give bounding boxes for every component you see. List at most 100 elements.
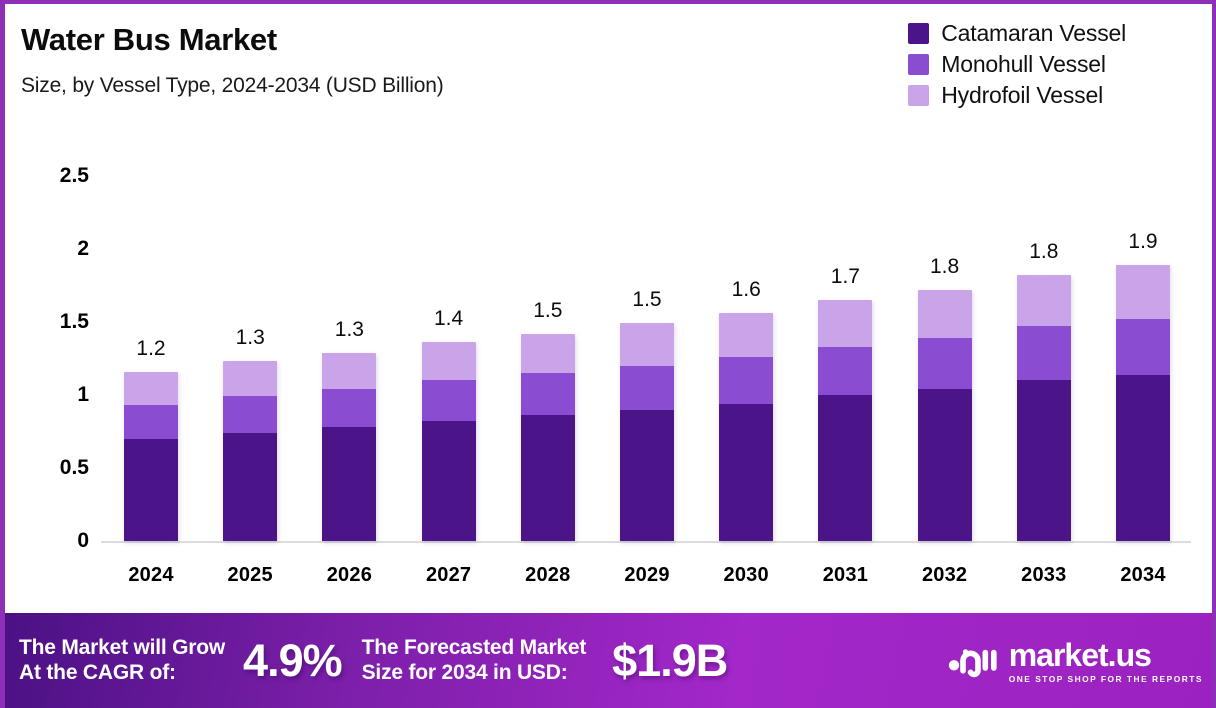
bar-segment[interactable]	[520, 373, 575, 416]
plot-area: 0 0.5 1 1.5 2 2.5 1.2 2024 1.3 2025 1.3 2026 1.4 202…	[5, 144, 1212, 609]
bar-segment[interactable]	[1016, 380, 1071, 541]
stacked-bar[interactable]	[1016, 275, 1071, 541]
bar-segment[interactable]	[322, 389, 377, 428]
bar-group[interactable]: 1.9 2034	[1116, 144, 1170, 609]
legend-item-label: Catamaran Vessel	[941, 20, 1126, 46]
bar-group[interactable]: 1.6 2030	[719, 144, 774, 609]
stacked-bar[interactable]	[124, 371, 178, 541]
logo-tagline: ONE STOP SHOP FOR THE REPORTS	[1008, 673, 1203, 684]
bar-segment[interactable]	[719, 403, 774, 541]
logo-name: market.us	[1008, 636, 1152, 673]
bar-value-label: 1.4	[433, 307, 464, 331]
bar-segment[interactable]	[421, 342, 476, 381]
legend-item: Monohull Vessel	[908, 51, 1126, 78]
bar-segment[interactable]	[719, 313, 774, 358]
x-axis-tick-label: 2030	[723, 564, 769, 586]
legend-swatch-icon	[908, 23, 930, 44]
bar-segment[interactable]	[917, 389, 972, 541]
bar-segment[interactable]	[917, 289, 972, 339]
stacked-bar[interactable]	[1116, 265, 1170, 541]
cagr-caption: The Market will Grow At the CAGR of:	[19, 635, 226, 684]
stacked-bar[interactable]	[322, 352, 377, 541]
stacked-bar[interactable]	[223, 361, 278, 541]
bar-segment[interactable]	[620, 365, 674, 410]
stacked-bar[interactable]	[719, 313, 774, 541]
bar-value-label: 1.3	[334, 317, 364, 341]
legend-item: Hydrofoil Vessel	[908, 82, 1126, 109]
bar-segment[interactable]	[421, 421, 476, 541]
market-us-logo-icon	[946, 641, 998, 681]
bar-value-label: 1.8	[1029, 240, 1059, 264]
chart-header: Water Bus Market Size, by Vessel Type, 2…	[5, 4, 1212, 144]
forecast-value: $1.9B	[612, 634, 728, 686]
bar-segment[interactable]	[520, 333, 575, 374]
bar-value-label: 1.3	[235, 326, 265, 350]
bar-group[interactable]: 1.2 2024	[124, 144, 178, 609]
bar-segment[interactable]	[1016, 326, 1071, 381]
y-axis-tick-label: 1.5	[59, 310, 89, 333]
bars-container: 1.2 2024 1.3 2025 1.3 2026 1.4 2027 1.5 2028 1.5 20…	[5, 144, 1212, 609]
stacked-bar[interactable]	[620, 323, 674, 541]
page-subtitle: Size, by Vessel Type, 2024-2034 (USD Bil…	[21, 74, 444, 97]
bar-segment[interactable]	[124, 405, 178, 439]
bar-segment[interactable]	[223, 361, 278, 397]
bar-segment[interactable]	[124, 438, 178, 541]
bar-segment[interactable]	[620, 323, 674, 366]
bar-group[interactable]: 1.4 2027	[421, 144, 476, 609]
bar-segment[interactable]	[917, 338, 972, 390]
bar-segment[interactable]	[1116, 374, 1170, 541]
stacked-bar[interactable]	[520, 333, 575, 541]
legend-swatch-icon	[908, 54, 930, 75]
bar-segment[interactable]	[1116, 265, 1170, 320]
x-axis-tick-label: 2029	[624, 564, 670, 586]
y-axis-tick-label: 2	[77, 237, 89, 260]
bar-group[interactable]: 1.8 2032	[917, 144, 972, 609]
bar-segment[interactable]	[322, 352, 377, 390]
forecast-caption: The Forecasted Market Size for 2034 in U…	[361, 635, 587, 684]
cagr-block: The Market will Grow At the CAGR of: 4.9…	[19, 635, 343, 687]
bar-segment[interactable]	[124, 371, 178, 406]
footer-banner: The Market will Grow At the CAGR of: 4.9…	[5, 613, 1212, 708]
bar-segment[interactable]	[223, 396, 278, 433]
y-axis-tick-label: 0	[77, 529, 89, 552]
bar-group[interactable]: 1.3 2026	[322, 144, 377, 609]
forecast-block: The Forecasted Market Size for 2034 in U…	[361, 634, 729, 687]
bar-value-label: 1.7	[830, 265, 860, 289]
bar-segment[interactable]	[818, 346, 873, 395]
bar-group[interactable]: 1.7 2031	[818, 144, 873, 609]
x-axis-tick-label: 2033	[1021, 564, 1067, 586]
legend-item: Catamaran Vessel	[908, 20, 1126, 47]
bar-segment[interactable]	[223, 432, 278, 541]
x-axis-tick-label: 2028	[525, 564, 571, 586]
stacked-bar[interactable]	[917, 289, 972, 541]
stacked-bar[interactable]	[818, 300, 873, 541]
bar-segment[interactable]	[1016, 275, 1071, 327]
bar-segment[interactable]	[620, 409, 674, 541]
bar-group[interactable]: 1.8 2033	[1016, 144, 1071, 609]
x-axis-tick-label: 2024	[128, 564, 174, 586]
bar-segment[interactable]	[520, 415, 575, 541]
logo-text: market.us ONE STOP SHOP FOR THE REPORTS	[1009, 638, 1203, 682]
legend-item-label: Monohull Vessel	[941, 51, 1106, 77]
x-axis-tick-label: 2032	[921, 564, 968, 586]
legend-swatch-icon	[908, 85, 930, 106]
bar-segment[interactable]	[818, 395, 873, 541]
bar-segment[interactable]	[421, 380, 476, 422]
chart-legend: Catamaran Vessel Monohull Vessel Hydrofoil…	[908, 20, 1126, 109]
stacked-bar[interactable]	[421, 342, 476, 541]
x-axis-tick-label: 2031	[822, 564, 869, 586]
x-axis-tick-label: 2025	[227, 564, 273, 586]
bar-segment[interactable]	[322, 427, 377, 541]
x-axis-baseline	[101, 541, 1191, 543]
bar-value-label: 1.6	[731, 278, 761, 302]
bar-value-label: 1.2	[136, 336, 166, 360]
bar-segment[interactable]	[1116, 319, 1170, 375]
bar-segment[interactable]	[719, 357, 774, 404]
x-axis-tick-label: 2026	[326, 564, 373, 586]
y-axis-tick-label: 1	[77, 383, 89, 406]
x-axis-tick-label: 2034	[1120, 564, 1166, 586]
bar-group[interactable]: 1.5 2028	[520, 144, 575, 609]
bar-segment[interactable]	[818, 300, 873, 347]
bar-group[interactable]: 1.5 2029	[620, 144, 674, 609]
bar-group[interactable]: 1.3 2025	[223, 144, 278, 609]
